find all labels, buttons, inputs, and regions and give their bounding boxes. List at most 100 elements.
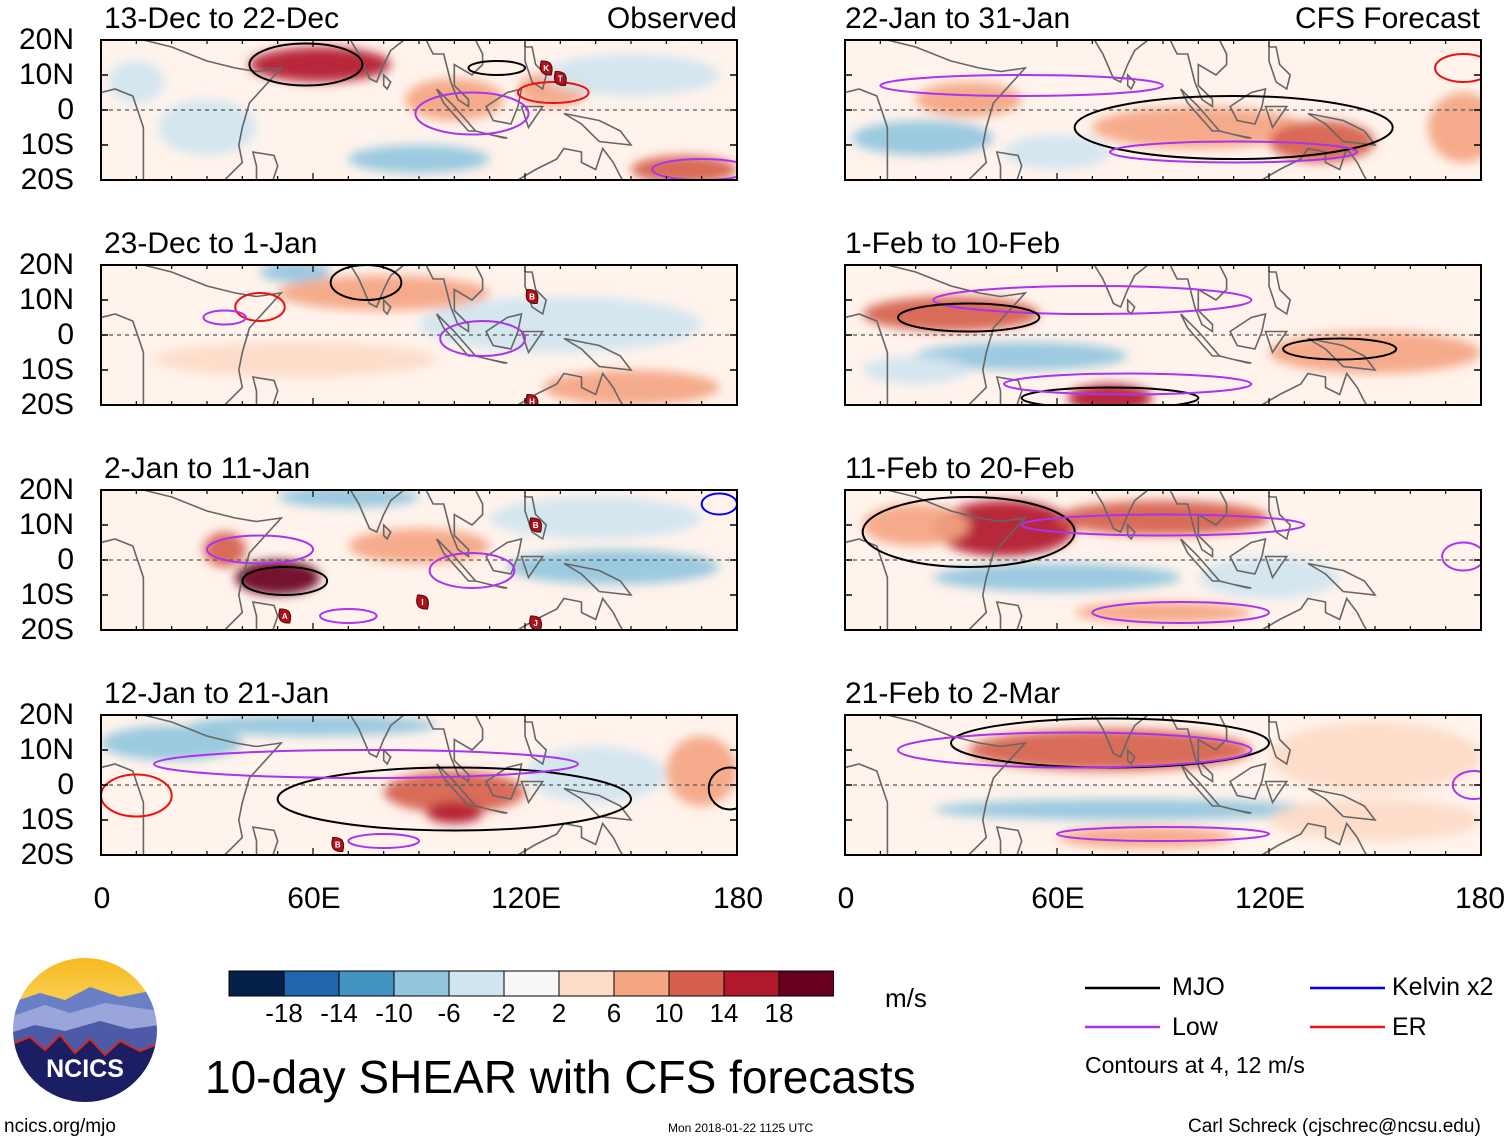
contour-low [153, 749, 579, 779]
map-panel-2 [844, 39, 1482, 181]
map-panel-4 [844, 264, 1482, 406]
axis-ticks [100, 39, 738, 181]
shear-anomaly-cell [915, 342, 1128, 370]
shear-anomaly-cell [1004, 134, 1110, 170]
axis-ticks [100, 489, 738, 631]
coastline [1243, 371, 1368, 405]
lat-label-20s: 20S [20, 838, 74, 871]
coastline [435, 538, 478, 582]
lon-label-60e: 60E [287, 882, 341, 915]
shear-anomaly-cell [1198, 556, 1340, 599]
colorbar-box [393, 970, 450, 997]
coastline [382, 73, 392, 91]
axis-ticks [844, 714, 1482, 856]
shear-anomaly-cell [348, 528, 490, 564]
contour-er [234, 292, 286, 322]
tropical-cyclone-marker: H [525, 393, 539, 405]
axis-ticks [844, 39, 1482, 181]
colorbar-tick-label: -18 [265, 998, 303, 1028]
shear-anomaly-cell [348, 145, 490, 173]
tropical-cyclone-marker: B [331, 836, 345, 853]
lat-label-20n: 20N [18, 473, 74, 506]
lat-label-20s: 20S [20, 163, 74, 196]
contour-low [651, 158, 737, 180]
tropical-cyclone-marker: I [416, 594, 429, 610]
contour-low [1091, 601, 1270, 624]
coastline [1307, 562, 1377, 596]
coastline [101, 40, 284, 180]
coastline [1268, 271, 1292, 316]
coastline [1307, 337, 1377, 371]
contour-mjo [1020, 386, 1200, 405]
coastline [485, 312, 523, 350]
contour-mjo [861, 496, 1076, 568]
coastline [499, 146, 624, 180]
panel-title-2: 22-Jan to 31-Jan [845, 2, 1071, 35]
coastline [995, 601, 1023, 630]
lat-label-10n: 10N [18, 58, 74, 91]
coastline [251, 826, 279, 855]
coastline [995, 826, 1023, 855]
colorbar-box [503, 970, 560, 997]
colorbar-units: m/s [885, 983, 927, 1013]
tropical-cyclone-marker: B [525, 288, 539, 305]
axis-ticks [100, 264, 738, 406]
shear-anomaly-cell [1428, 92, 1481, 163]
coastline [845, 715, 1028, 855]
colorbar-tick-label: -14 [320, 998, 358, 1028]
cfs-forecast-label: CFS Forecast [1294, 2, 1480, 35]
panel-title-7: 12-Jan to 21-Jan [104, 677, 330, 710]
coastline [1126, 523, 1136, 541]
coastline [1179, 88, 1222, 132]
colorbar-tick-label: -10 [375, 998, 413, 1028]
coastline [1179, 313, 1222, 357]
lon-label-180: 180 [1454, 882, 1506, 915]
coastline [1219, 355, 1252, 364]
chart-title: 10-day SHEAR with CFS forecasts [205, 1051, 916, 1103]
map-panel-8 [844, 714, 1482, 856]
coastline [563, 337, 633, 371]
colorbar-box [283, 970, 340, 997]
contour-low [439, 320, 527, 357]
shear-anomaly-cell [1269, 331, 1481, 374]
coastline [1264, 330, 1289, 355]
shear-anomaly-cell [426, 802, 483, 824]
shear-anomaly-cell [666, 736, 737, 806]
coastline [499, 821, 624, 855]
coastline [251, 376, 279, 405]
coastline [1219, 805, 1252, 814]
tropical-cyclone-marker: B [529, 517, 542, 533]
coastline [1268, 721, 1292, 766]
contour-low [1441, 541, 1481, 572]
contour-low [202, 309, 247, 326]
shear-anomaly-cell [189, 715, 437, 736]
coastline [520, 330, 545, 355]
lon-label-60e: 60E [1031, 882, 1085, 915]
lat-label-20n: 20N [18, 248, 74, 281]
map-panel-7: B [100, 714, 738, 856]
coastline [563, 787, 633, 821]
coastline [563, 562, 633, 596]
coastline [1243, 821, 1368, 855]
contour-er [516, 81, 590, 104]
shear-anomaly-cell [933, 563, 1181, 592]
colorbar-tick-label: 6 [606, 998, 622, 1028]
shear-anomaly-cell [862, 296, 1040, 332]
lat-label-eq: 0 [57, 768, 74, 801]
lon-label-120e: 120E [490, 882, 562, 915]
contour-mjo [897, 302, 1041, 333]
coastline [1229, 762, 1267, 800]
coastline [1043, 40, 1228, 108]
ncics-logo-text: NCICS [46, 1055, 124, 1083]
coastline [1268, 496, 1292, 541]
contour-mjo [241, 566, 329, 596]
shear-anomaly-cell [235, 560, 321, 595]
coastline [1229, 87, 1267, 125]
legend-mjo-label: MJO [1172, 973, 1225, 1001]
panel-title-6: 11-Feb to 20-Feb [845, 452, 1075, 485]
coastline [475, 805, 508, 814]
lat-label-10n: 10N [18, 283, 74, 316]
contour-mjo [248, 42, 364, 87]
coastline [1043, 265, 1228, 333]
